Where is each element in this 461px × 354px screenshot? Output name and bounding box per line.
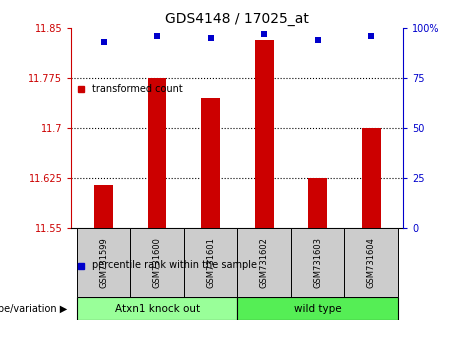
Bar — [237, 228, 291, 297]
Bar — [130, 228, 184, 297]
Text: GSM731604: GSM731604 — [367, 238, 376, 288]
Text: GSM731599: GSM731599 — [99, 238, 108, 288]
Text: percentile rank within the sample: percentile rank within the sample — [92, 261, 257, 270]
Text: genotype/variation ▶: genotype/variation ▶ — [0, 304, 67, 314]
Bar — [94, 185, 113, 228]
Bar — [291, 228, 344, 297]
Title: GDS4148 / 17025_at: GDS4148 / 17025_at — [165, 12, 309, 26]
Text: GSM731600: GSM731600 — [153, 238, 162, 288]
Bar — [362, 129, 381, 228]
Bar — [148, 78, 166, 228]
Bar — [237, 297, 398, 320]
Text: GSM731601: GSM731601 — [206, 238, 215, 288]
Text: wild type: wild type — [294, 304, 342, 314]
Bar — [344, 228, 398, 297]
Text: GSM731603: GSM731603 — [313, 237, 322, 289]
Bar — [77, 228, 130, 297]
Text: transformed count: transformed count — [92, 84, 183, 93]
Bar — [184, 228, 237, 297]
Bar — [255, 40, 273, 228]
Bar — [77, 297, 237, 320]
Bar — [201, 98, 220, 228]
Text: Atxn1 knock out: Atxn1 knock out — [114, 304, 200, 314]
Text: GSM731602: GSM731602 — [260, 238, 269, 288]
Bar — [308, 178, 327, 228]
